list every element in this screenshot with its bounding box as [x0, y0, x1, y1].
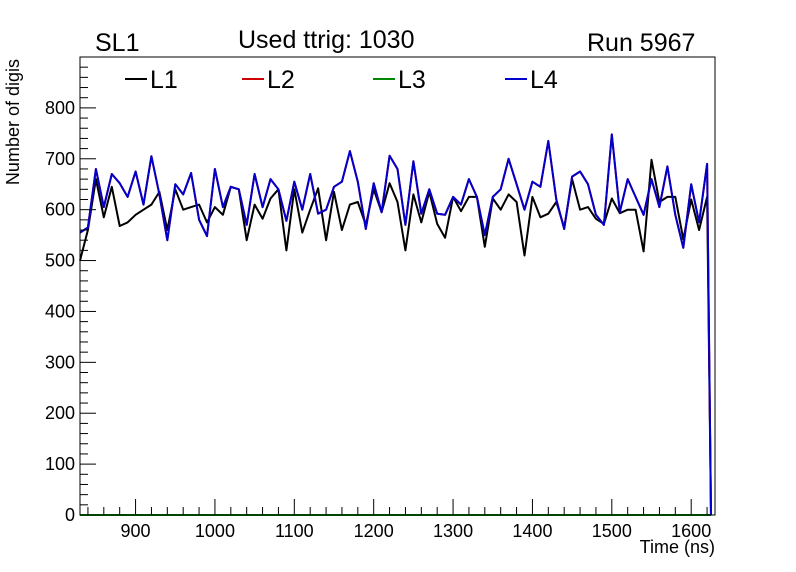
legend-label-l4: L4: [530, 66, 558, 94]
chart-title: Used ttrig: 1030: [238, 26, 415, 54]
y-tick-label: 500: [45, 251, 75, 271]
x-tick-label: 1200: [354, 521, 394, 541]
y-tick-label: 800: [45, 98, 75, 118]
x-tick-label: 1400: [512, 521, 552, 541]
y-tick-label: 700: [45, 149, 75, 169]
y-tick-label: 300: [45, 352, 75, 372]
x-tick-label: 1100: [275, 521, 314, 541]
plot-frame: [79, 56, 716, 516]
y-tick-label: 400: [45, 301, 75, 321]
legend-label-l1: L1: [150, 66, 178, 94]
superlayer-label: SL1: [95, 29, 140, 57]
x-tick-label: 900: [121, 521, 151, 541]
x-tick-label: 1300: [433, 521, 473, 541]
x-tick-label: 1500: [592, 521, 632, 541]
x-tick-label: 1600: [671, 521, 711, 541]
legend-label-l2: L2: [267, 66, 295, 94]
run-label: Run 5967: [587, 29, 696, 57]
y-axis-label: Number of digis: [3, 59, 23, 185]
y-tick-label: 600: [45, 200, 75, 220]
series-line-l1: [79, 158, 712, 516]
series-line-l4: [79, 133, 712, 516]
axes: 0 100 200 300 400 500 600 700 800 900 1000 1100 1200…: [45, 56, 711, 541]
legend: L1 L2 L3 L4: [125, 66, 558, 94]
y-tick-label: 200: [45, 403, 75, 423]
y-tick-label: 100: [45, 454, 75, 474]
plot-series: [79, 133, 712, 516]
legend-label-l3: L3: [398, 66, 426, 94]
x-axis-label: Time (ns): [640, 537, 715, 557]
x-tick-label: 1000: [195, 521, 235, 541]
y-tick-label: 0: [65, 505, 75, 525]
